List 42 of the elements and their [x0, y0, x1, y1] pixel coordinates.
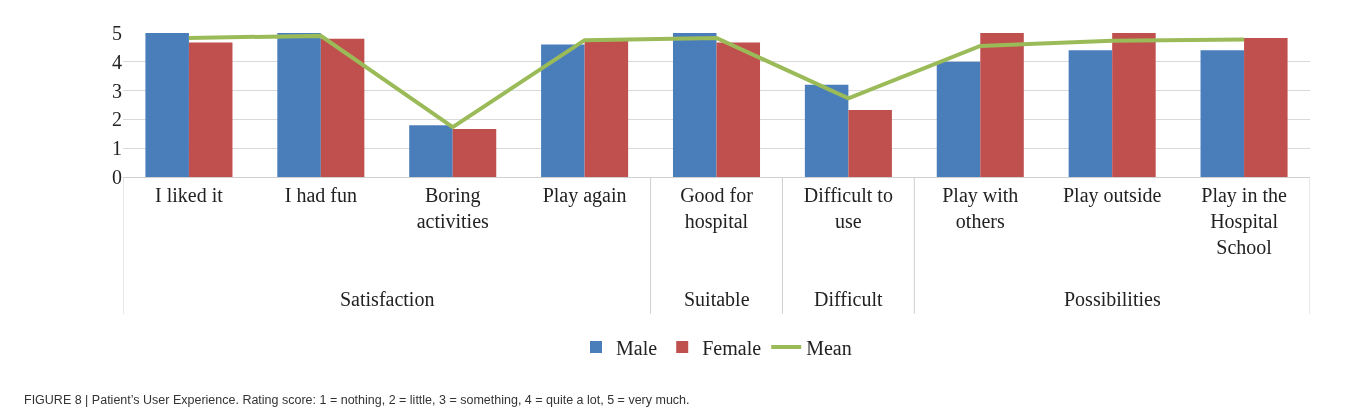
- x-tick-label: Boring activities: [416, 184, 490, 232]
- x-tick-label: I liked it: [155, 184, 224, 206]
- bar: [804, 84, 849, 177]
- bar: [980, 33, 1024, 177]
- bar: [1068, 50, 1113, 177]
- bar: [452, 128, 497, 177]
- bar: [145, 33, 189, 177]
- bar: [1244, 37, 1288, 177]
- legend-label: Mean: [806, 336, 852, 359]
- text: Difficult: [814, 288, 883, 310]
- y-tick-label: 2: [112, 108, 122, 131]
- x-tick-label: Play outside: [1063, 184, 1162, 207]
- y-tick-label: 1: [112, 137, 122, 160]
- bar: [409, 125, 453, 177]
- line-series: [186, 33, 1247, 130]
- bar: [277, 33, 321, 177]
- bar: [584, 40, 629, 177]
- x-tick-label: Play with others: [942, 184, 1019, 232]
- caption: FIGURE 8 | Patient’s User Experience. Rating score: 1 = nothing, 2 = little, 3 = something, 4 = quite a lot, 5 = very much.: [24, 393, 690, 407]
- x-tick-label: Play in the Hospital School: [1201, 184, 1287, 258]
- bar: [188, 42, 233, 177]
- bar: [541, 44, 585, 177]
- bar: [716, 42, 761, 177]
- text: Satisfaction: [340, 288, 435, 310]
- y-tick-label: 4: [112, 50, 122, 73]
- bar: [848, 109, 892, 177]
- legend-label: Female: [702, 336, 762, 359]
- y-tick-label: 3: [112, 79, 122, 102]
- text: Possibilities: [1064, 288, 1161, 310]
- bar: [1200, 50, 1245, 177]
- y-tick-label: 0: [112, 166, 122, 188]
- x-tick-label: Play again: [542, 184, 627, 207]
- bar: [320, 38, 365, 177]
- x-tick-label: Difficult to use: [803, 184, 893, 232]
- bar: [672, 33, 717, 177]
- bar: [936, 61, 981, 177]
- text: Suitable: [684, 288, 750, 310]
- x-tick-label: Good for hospital: [680, 184, 754, 233]
- x-tick-label: I had fun: [284, 184, 357, 206]
- bar: [1112, 33, 1156, 177]
- y-tick-label: 5: [112, 22, 122, 44]
- legend-label: Male: [616, 336, 658, 359]
